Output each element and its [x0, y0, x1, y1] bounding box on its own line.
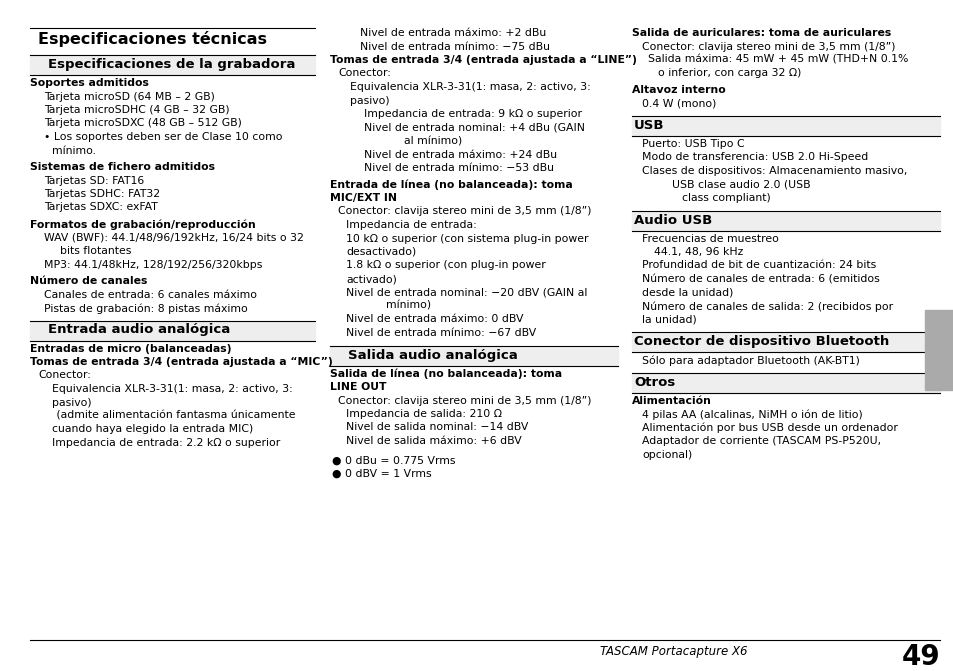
- Text: mínimo.: mínimo.: [52, 146, 96, 156]
- Text: cuando haya elegido la entrada MIC): cuando haya elegido la entrada MIC): [52, 425, 253, 435]
- Text: Sistemas de fichero admitidos: Sistemas de fichero admitidos: [30, 162, 214, 172]
- Bar: [330, 346, 618, 366]
- Bar: [631, 117, 939, 136]
- Text: Tomas de entrada 3/4 (entrada ajustada a “LINE”): Tomas de entrada 3/4 (entrada ajustada a…: [330, 55, 637, 65]
- Text: Nivel de entrada mínimo: −67 dBV: Nivel de entrada mínimo: −67 dBV: [346, 328, 536, 338]
- Text: 0.4 W (mono): 0.4 W (mono): [641, 99, 716, 109]
- Text: • Los soportes deben ser de Clase 10 como: • Los soportes deben ser de Clase 10 com…: [44, 132, 282, 142]
- Text: ● 0 dBV = 1 Vrms: ● 0 dBV = 1 Vrms: [332, 469, 431, 479]
- Text: desactivado): desactivado): [346, 247, 416, 257]
- Text: Audio USB: Audio USB: [634, 213, 712, 227]
- Text: Conector: clavija stereo mini de 3,5 mm (1/8”): Conector: clavija stereo mini de 3,5 mm …: [337, 395, 591, 405]
- Text: Nivel de entrada máximo: +2 dBu: Nivel de entrada máximo: +2 dBu: [359, 28, 546, 38]
- Text: bits flotantes: bits flotantes: [60, 246, 132, 256]
- Text: MIC/EXT IN: MIC/EXT IN: [330, 193, 396, 203]
- Text: pasivo): pasivo): [350, 95, 389, 105]
- Text: Impedancia de entrada: 9 kΩ o superior: Impedancia de entrada: 9 kΩ o superior: [364, 109, 581, 119]
- Text: Conector: clavija stereo mini de 3,5 mm (1/8”): Conector: clavija stereo mini de 3,5 mm …: [641, 42, 895, 52]
- Text: Salida de línea (no balanceada): toma: Salida de línea (no balanceada): toma: [330, 368, 561, 379]
- Text: Tarjeta microSD (64 MB – 2 GB): Tarjeta microSD (64 MB – 2 GB): [44, 91, 214, 101]
- Text: desde la unidad): desde la unidad): [641, 287, 733, 297]
- Text: Tarjetas SDXC: exFAT: Tarjetas SDXC: exFAT: [44, 203, 157, 213]
- Bar: [631, 211, 939, 231]
- Text: MP3: 44.1/48kHz, 128/192/256/320kbps: MP3: 44.1/48kHz, 128/192/256/320kbps: [44, 260, 262, 270]
- Text: Conector de dispositivo Bluetooth: Conector de dispositivo Bluetooth: [634, 335, 888, 348]
- Text: Nivel de salida nominal: −14 dBV: Nivel de salida nominal: −14 dBV: [346, 423, 528, 433]
- Text: Conector:: Conector:: [38, 370, 91, 380]
- Text: ● 0 dBu = 0.775 Vrms: ● 0 dBu = 0.775 Vrms: [332, 456, 455, 466]
- Text: Profundidad de bit de cuantización: 24 bits: Profundidad de bit de cuantización: 24 b…: [641, 260, 876, 270]
- Text: Nivel de entrada mínimo: −53 dBu: Nivel de entrada mínimo: −53 dBu: [364, 163, 554, 173]
- Text: Número de canales de entrada: 6 (emitidos: Número de canales de entrada: 6 (emitido…: [641, 274, 879, 284]
- Text: Alimentación por bus USB desde un ordenador: Alimentación por bus USB desde un ordena…: [641, 423, 897, 433]
- Text: Nivel de entrada máximo: +24 dBu: Nivel de entrada máximo: +24 dBu: [364, 150, 557, 160]
- Text: Formatos de grabación/reproducción: Formatos de grabación/reproducción: [30, 219, 255, 229]
- Text: Entradas de micro (balanceadas): Entradas de micro (balanceadas): [30, 344, 232, 354]
- Text: Impedancia de entrada:: Impedancia de entrada:: [346, 220, 476, 230]
- Text: Salida de auriculares: toma de auriculares: Salida de auriculares: toma de auricular…: [631, 28, 890, 38]
- Bar: [631, 374, 939, 393]
- Text: Clases de dispositivos: Almacenamiento masivo,: Clases de dispositivos: Almacenamiento m…: [641, 166, 906, 176]
- Text: Número de canales: Número de canales: [30, 276, 147, 286]
- Bar: [30, 56, 314, 75]
- Text: LINE OUT: LINE OUT: [330, 382, 386, 392]
- Text: o inferior, con carga 32 Ω): o inferior, con carga 32 Ω): [658, 68, 801, 79]
- Text: Nivel de entrada máximo: 0 dBV: Nivel de entrada máximo: 0 dBV: [346, 315, 523, 325]
- Text: Conector:: Conector:: [337, 68, 391, 79]
- Text: Sólo para adaptador Bluetooth (AK-BT1): Sólo para adaptador Bluetooth (AK-BT1): [641, 355, 859, 366]
- Text: Alimentación: Alimentación: [631, 395, 711, 405]
- Text: Adaptador de corriente (TASCAM PS-P520U,: Adaptador de corriente (TASCAM PS-P520U,: [641, 436, 881, 446]
- Text: opcional): opcional): [641, 450, 692, 460]
- Text: activado): activado): [346, 274, 396, 284]
- Text: 1.8 kΩ o superior (con plug-in power: 1.8 kΩ o superior (con plug-in power: [346, 260, 545, 270]
- Bar: [30, 321, 314, 340]
- Text: la unidad): la unidad): [641, 315, 696, 325]
- Text: Entrada audio analógica: Entrada audio analógica: [48, 323, 230, 336]
- Text: Tarjetas SD: FAT16: Tarjetas SD: FAT16: [44, 176, 144, 185]
- Text: Nivel de entrada nominal: −20 dBV (GAIN al: Nivel de entrada nominal: −20 dBV (GAIN …: [346, 287, 587, 297]
- Text: (admite alimentación fantasma únicamente: (admite alimentación fantasma únicamente: [53, 411, 295, 421]
- Text: mínimo): mínimo): [386, 301, 431, 311]
- Text: Soportes admitidos: Soportes admitidos: [30, 78, 149, 88]
- Text: Equivalencia XLR-3-31(1: masa, 2: activo, 3:: Equivalencia XLR-3-31(1: masa, 2: activo…: [350, 82, 590, 92]
- Text: WAV (BWF): 44.1/48/96/192kHz, 16/24 bits o 32: WAV (BWF): 44.1/48/96/192kHz, 16/24 bits…: [44, 232, 304, 242]
- Text: Tarjeta microSDXC (48 GB – 512 GB): Tarjeta microSDXC (48 GB – 512 GB): [44, 119, 242, 129]
- Text: Salida audio analógica: Salida audio analógica: [348, 348, 517, 362]
- Text: Impedancia de entrada: 2.2 kΩ o superior: Impedancia de entrada: 2.2 kΩ o superior: [52, 438, 280, 448]
- Text: USB: USB: [634, 119, 664, 132]
- Bar: [924, 310, 953, 390]
- Text: pasivo): pasivo): [52, 397, 91, 407]
- Text: 10 kΩ o superior (con sistema plug-in power: 10 kΩ o superior (con sistema plug-in po…: [346, 234, 588, 244]
- Text: Canales de entrada: 6 canales máximo: Canales de entrada: 6 canales máximo: [44, 289, 256, 299]
- Text: class compliant): class compliant): [681, 193, 770, 203]
- Text: Equivalencia XLR-3-31(1: masa, 2: activo, 3:: Equivalencia XLR-3-31(1: masa, 2: activo…: [52, 384, 293, 394]
- Text: Salida máxima: 45 mW + 45 mW (THD+N 0.1%: Salida máxima: 45 mW + 45 mW (THD+N 0.1%: [647, 55, 907, 65]
- Text: Pistas de grabación: 8 pistas máximo: Pistas de grabación: 8 pistas máximo: [44, 303, 248, 313]
- Text: Tomas de entrada 3/4 (entrada ajustada a “MIC”): Tomas de entrada 3/4 (entrada ajustada a…: [30, 357, 333, 367]
- Text: Impedancia de salida: 210 Ω: Impedancia de salida: 210 Ω: [346, 409, 501, 419]
- Text: Conector: clavija stereo mini de 3,5 mm (1/8”): Conector: clavija stereo mini de 3,5 mm …: [337, 207, 591, 217]
- Text: Tarjetas SDHC: FAT32: Tarjetas SDHC: FAT32: [44, 189, 160, 199]
- Text: 4 pilas AA (alcalinas, NiMH o ión de litio): 4 pilas AA (alcalinas, NiMH o ión de lit…: [641, 409, 862, 419]
- Text: Entrada de línea (no balanceada): toma: Entrada de línea (no balanceada): toma: [330, 180, 572, 190]
- Text: Otros: Otros: [634, 376, 675, 389]
- Text: al mínimo): al mínimo): [403, 136, 462, 146]
- Text: Nivel de entrada mínimo: −75 dBu: Nivel de entrada mínimo: −75 dBu: [359, 42, 550, 52]
- Text: TASCAM Portacapture X6: TASCAM Portacapture X6: [599, 645, 747, 658]
- Text: Frecuencias de muestreo: Frecuencias de muestreo: [641, 234, 778, 244]
- Text: Especificaciones técnicas: Especificaciones técnicas: [38, 31, 267, 47]
- Text: Nivel de entrada nominal: +4 dBu (GAIN: Nivel de entrada nominal: +4 dBu (GAIN: [364, 123, 584, 132]
- Text: Especificaciones de la grabadora: Especificaciones de la grabadora: [48, 58, 295, 71]
- Text: Número de canales de salida: 2 (recibidos por: Número de canales de salida: 2 (recibido…: [641, 301, 892, 311]
- Text: Tarjeta microSDHC (4 GB – 32 GB): Tarjeta microSDHC (4 GB – 32 GB): [44, 105, 230, 115]
- Text: Modo de transferencia: USB 2.0 Hi-Speed: Modo de transferencia: USB 2.0 Hi-Speed: [641, 152, 867, 162]
- Text: USB clase audio 2.0 (USB: USB clase audio 2.0 (USB: [671, 180, 810, 189]
- Text: 49: 49: [901, 643, 939, 671]
- Text: Puerto: USB Tipo C: Puerto: USB Tipo C: [641, 139, 744, 149]
- Bar: [631, 333, 939, 352]
- Text: Altavoz interno: Altavoz interno: [631, 85, 725, 95]
- Text: Nivel de salida máximo: +6 dBV: Nivel de salida máximo: +6 dBV: [346, 436, 521, 446]
- Text: 44.1, 48, 96 kHz: 44.1, 48, 96 kHz: [654, 247, 742, 257]
